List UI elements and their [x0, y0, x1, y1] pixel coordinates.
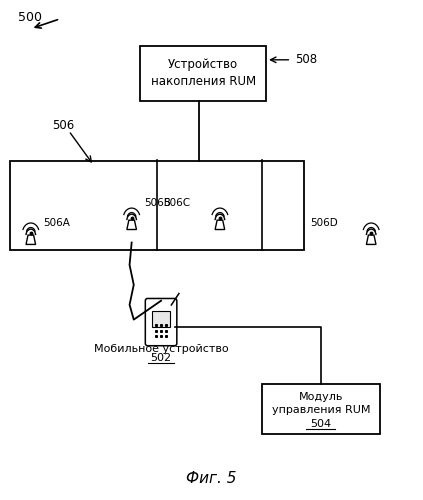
Text: 506: 506 — [52, 119, 74, 132]
Text: 506D: 506D — [310, 218, 338, 228]
Polygon shape — [127, 220, 137, 230]
Polygon shape — [215, 220, 225, 230]
Text: Фиг. 5: Фиг. 5 — [186, 471, 237, 486]
Bar — [152, 311, 170, 327]
Text: 508: 508 — [296, 54, 318, 66]
Polygon shape — [26, 235, 36, 244]
Text: 500: 500 — [18, 12, 42, 24]
Text: 506C: 506C — [163, 198, 190, 208]
FancyBboxPatch shape — [146, 298, 177, 346]
Text: Мобильное устройство: Мобильное устройство — [94, 344, 228, 354]
Text: Устройство
накопления RUM: Устройство накопления RUM — [151, 58, 255, 88]
Text: 506A: 506A — [44, 218, 70, 228]
FancyBboxPatch shape — [140, 46, 266, 101]
FancyBboxPatch shape — [262, 384, 379, 434]
Text: 502: 502 — [151, 354, 172, 364]
Text: 506B: 506B — [144, 198, 171, 208]
Text: Модуль
управления RUM: Модуль управления RUM — [272, 392, 370, 414]
Polygon shape — [366, 235, 376, 244]
Text: 504: 504 — [310, 419, 331, 429]
FancyBboxPatch shape — [10, 160, 304, 250]
